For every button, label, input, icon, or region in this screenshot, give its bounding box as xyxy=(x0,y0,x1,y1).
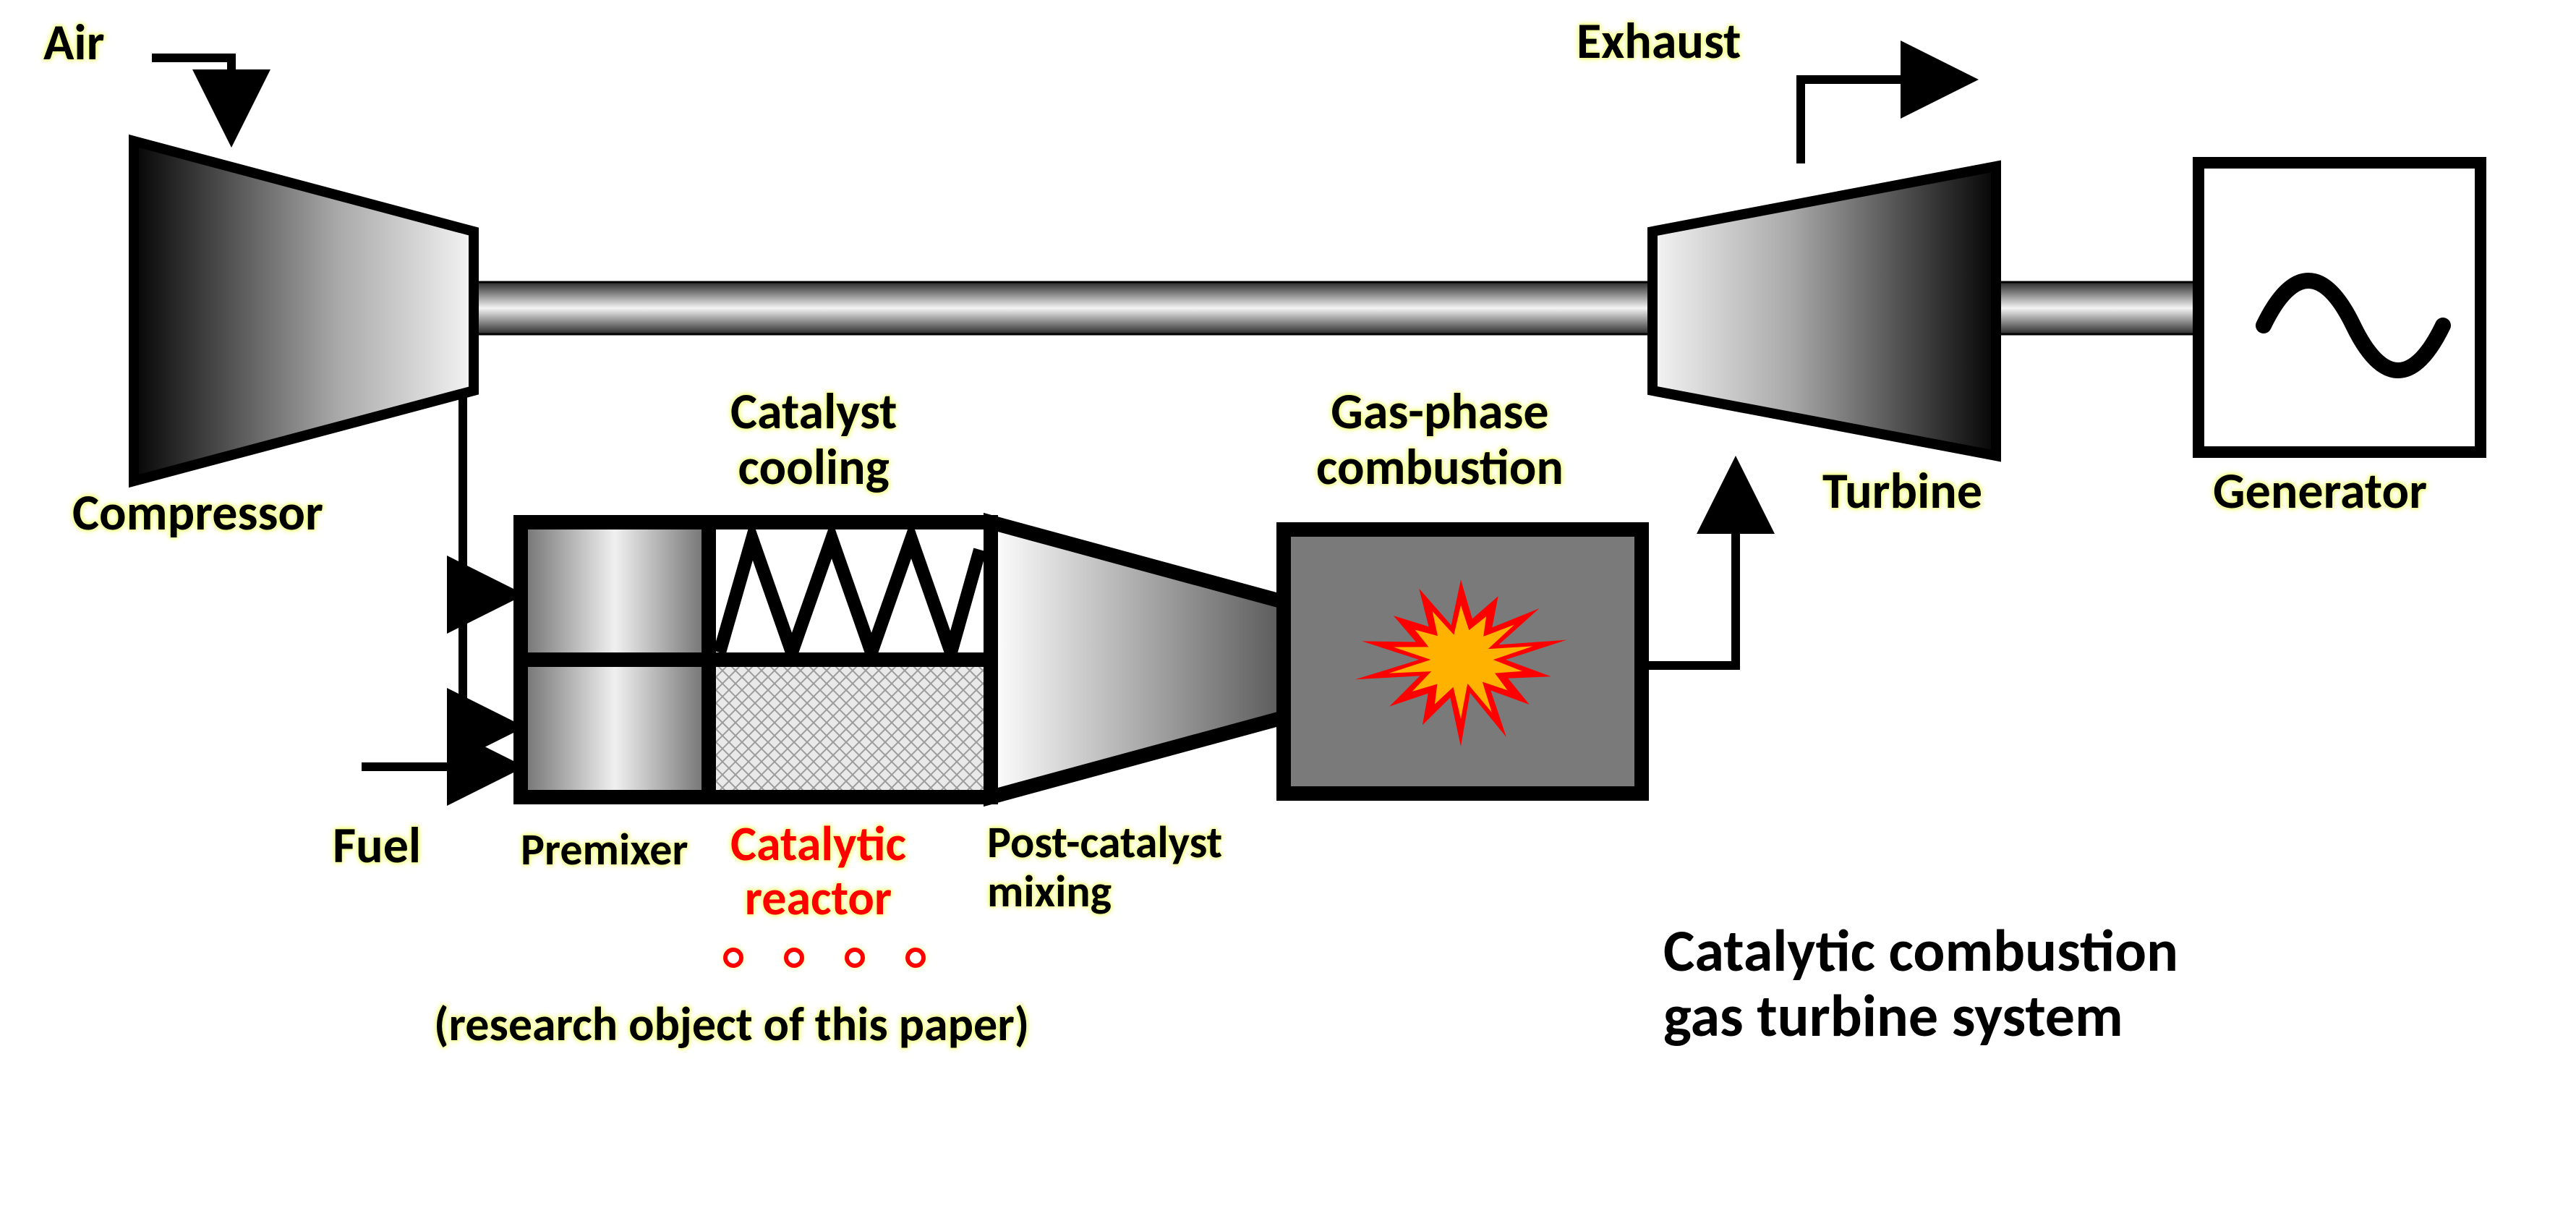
label-gas-phase: Gas-phase combustion xyxy=(1316,383,1564,495)
compressor-shape xyxy=(134,141,474,481)
label-generator: Generator xyxy=(2213,463,2427,519)
label-premixer: Premixer xyxy=(521,825,688,874)
label-exhaust: Exhaust xyxy=(1577,13,1741,69)
premixer-block xyxy=(521,522,709,797)
label-turbine: Turbine xyxy=(1822,463,1982,519)
diagram-svg xyxy=(0,0,2576,1208)
arrow-air xyxy=(152,58,231,135)
dot-icon xyxy=(845,948,865,968)
shaft xyxy=(311,282,2329,334)
arrow-to-turbine xyxy=(1642,469,1736,665)
dot-icon xyxy=(905,948,926,968)
post-catalyst-cone xyxy=(991,522,1284,797)
diagram-stage: Air Compressor Catalyst cooling Gas-phas… xyxy=(0,0,2576,1208)
label-catalyst-cooling: Catalyst cooling xyxy=(730,383,897,495)
title-text: Catalytic combustion gas turbine system xyxy=(1663,919,2178,1049)
label-air: Air xyxy=(43,14,105,70)
turbine-shape xyxy=(1652,166,1996,456)
label-post-mixing: Post-catalyst mixing xyxy=(987,817,1222,916)
label-fuel: Fuel xyxy=(333,817,421,873)
dot-icon xyxy=(723,948,743,968)
label-catalytic-reactor: Catalytic reactor xyxy=(730,817,906,926)
dots-row xyxy=(723,948,926,968)
dot-icon xyxy=(784,948,804,968)
label-research-note: (research object of this paper) xyxy=(434,998,1029,1051)
catalytic-block xyxy=(709,522,991,797)
arrow-exhaust xyxy=(1801,80,1966,163)
label-compressor: Compressor xyxy=(72,485,323,540)
